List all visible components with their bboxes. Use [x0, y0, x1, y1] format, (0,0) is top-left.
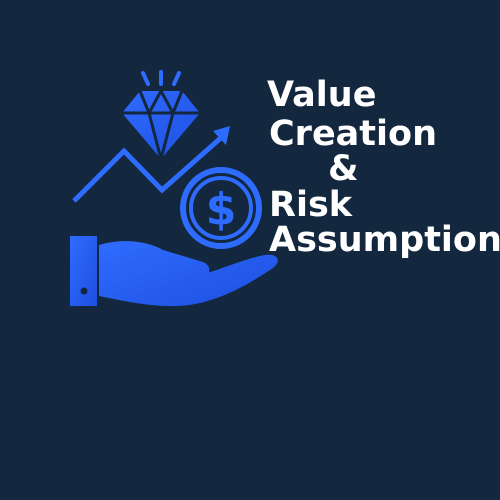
growth-arrow-icon: [72, 126, 230, 203]
diamond-icon: [122, 70, 200, 160]
svg-text:$: $: [206, 184, 237, 235]
dollar-coin-icon: $: [180, 167, 262, 249]
open-hand-icon: [70, 236, 278, 307]
